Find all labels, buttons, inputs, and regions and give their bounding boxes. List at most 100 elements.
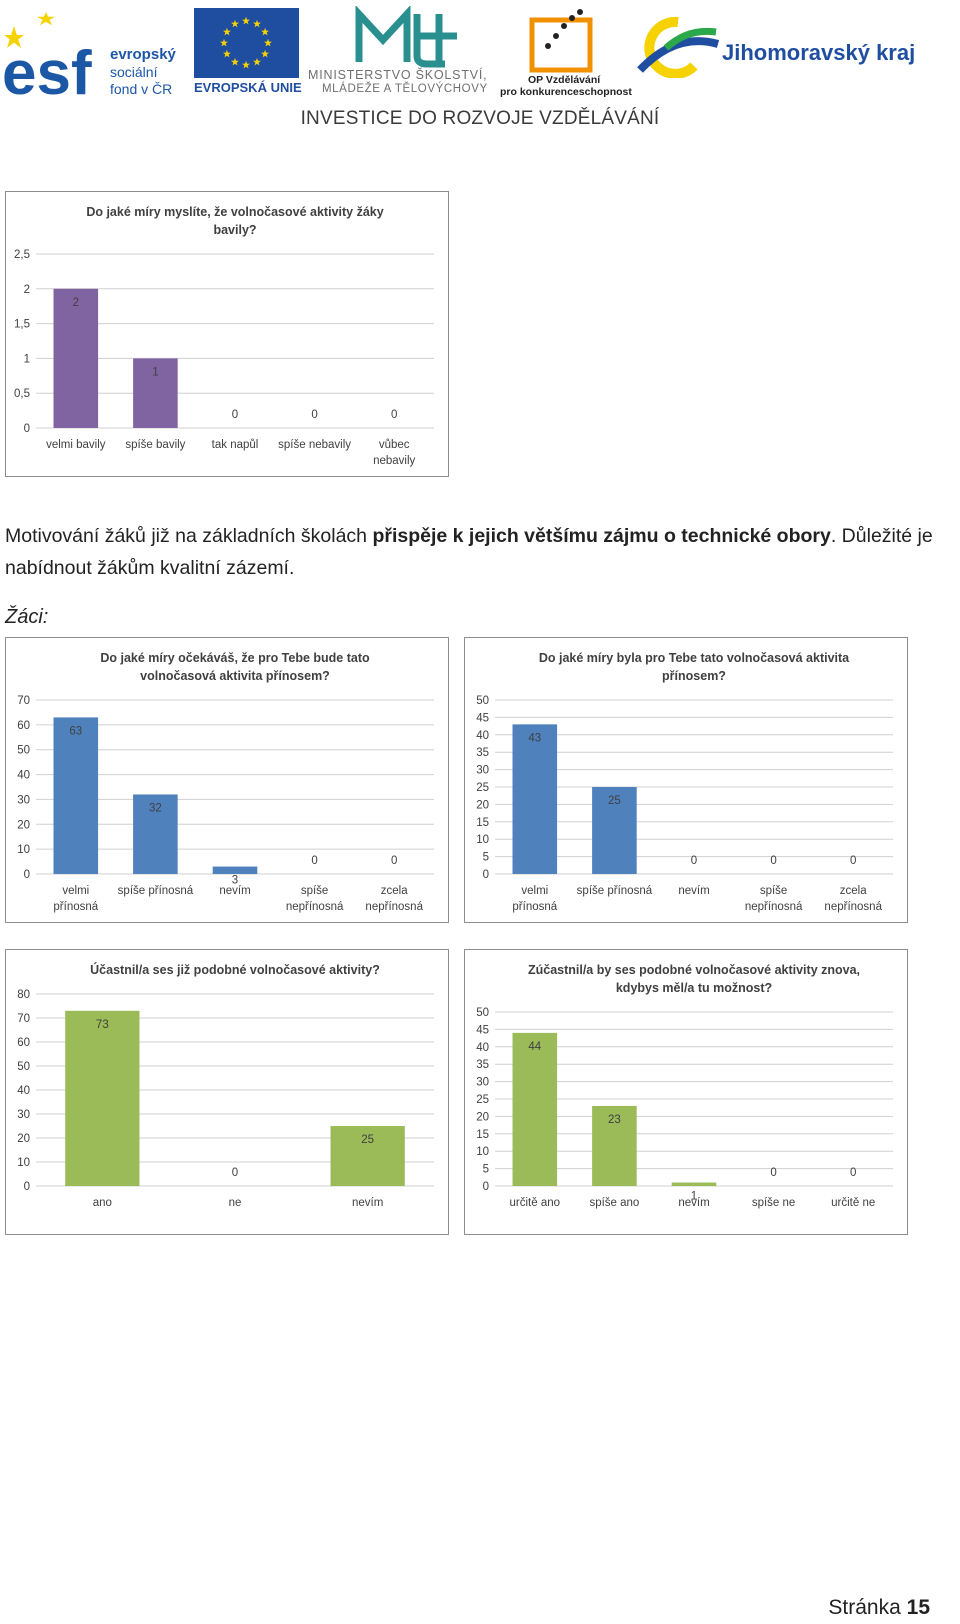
y-tick-label: 50 <box>17 1061 30 1073</box>
x-category-label: zcela <box>381 885 408 897</box>
bar-value-label: 0 <box>391 409 397 421</box>
bar-value-label: 0 <box>311 409 317 421</box>
x-category-label: spíše <box>301 885 329 897</box>
y-tick-label: 70 <box>17 695 30 707</box>
paragraph-part1: Motivování žáků již na základních školác… <box>5 525 373 547</box>
y-tick-label: 45 <box>476 712 489 724</box>
chart-title: bavily? <box>213 223 256 237</box>
bar-value-label: 44 <box>528 1041 541 1053</box>
x-category-label: nevím <box>678 885 709 897</box>
x-category-label: velmi <box>521 885 548 897</box>
chart-bar <box>133 794 178 874</box>
eu-logo: EVROPSKÁ UNIE <box>194 8 302 100</box>
eu-star-icon <box>220 38 228 47</box>
eu-star-icon <box>231 19 239 28</box>
y-tick-label: 0 <box>24 423 30 435</box>
chart-title: Účastnil/a ses již podobné volnočasové a… <box>90 962 380 977</box>
x-category-label: přínosná <box>53 901 98 913</box>
page-footer: Stránka 15 <box>828 1596 930 1620</box>
x-category-label: spíše bavily <box>125 439 185 451</box>
y-tick-label: 10 <box>17 1157 30 1169</box>
op-line1: OP Vzdělávání <box>528 74 601 86</box>
y-tick-label: 1 <box>24 353 30 365</box>
y-tick-label: 50 <box>476 1007 489 1019</box>
y-tick-label: 40 <box>476 1042 489 1054</box>
x-category-label: zcela <box>840 885 867 897</box>
chart-title: kdybys měl/a tu možnost? <box>616 981 772 995</box>
y-tick-label: 40 <box>476 730 489 742</box>
chart-participated: Účastnil/a ses již podobné volnočasové a… <box>5 949 449 1235</box>
chart-title: přínosem? <box>662 669 726 683</box>
bar-value-label: 43 <box>528 732 541 744</box>
students-label: Žáci: <box>5 606 49 628</box>
bar-value-label: 73 <box>96 1019 109 1031</box>
bar-value-label: 0 <box>232 409 238 421</box>
paragraph-bold: přispěje k jejich většímu zájmu o techni… <box>372 525 831 547</box>
eu-star-icon <box>261 49 269 58</box>
y-tick-label: 50 <box>476 695 489 707</box>
x-category-label: velmi bavily <box>46 439 106 451</box>
bar-value-label: 63 <box>69 725 82 737</box>
x-category-label: spíše přínosná <box>577 885 653 897</box>
chart-title: volnočasová aktivita přínosem? <box>140 669 330 683</box>
kraj-mark-icon <box>637 16 720 79</box>
chart-actual-benefit: Do jaké míry byla pro Tebe tato volnočas… <box>464 637 908 923</box>
x-category-label: nevím <box>678 1197 709 1209</box>
kraj-label: Jihomoravský kraj <box>722 40 916 65</box>
y-tick-label: 10 <box>17 844 30 856</box>
y-tick-label: 15 <box>476 817 489 829</box>
motivation-paragraph: Motivování žáků již na základních školác… <box>5 520 955 584</box>
y-tick-label: 2,5 <box>14 249 30 261</box>
bar-value-label: 3 <box>232 875 238 887</box>
y-tick-label: 20 <box>476 1111 489 1123</box>
x-category-label: přínosná <box>512 901 557 913</box>
bar-value-label: 0 <box>232 1167 238 1179</box>
y-tick-label: 25 <box>476 1094 489 1106</box>
chart-bar <box>65 1010 140 1186</box>
esf-mark-icon: esf <box>2 12 92 108</box>
y-tick-label: 40 <box>17 770 30 782</box>
chart-bar <box>330 1126 405 1186</box>
bar-value-label: 0 <box>691 855 697 867</box>
y-tick-label: 25 <box>476 782 489 794</box>
chart-bar <box>53 288 99 428</box>
y-tick-label: 30 <box>17 1109 30 1121</box>
chart-svg: Zúčastnil/a by ses podobné volnočasové a… <box>476 963 893 1209</box>
esf-letters: esf <box>2 39 92 100</box>
chart-enjoyment: Do jaké míry myslíte, že volnočasové akt… <box>5 191 449 477</box>
y-tick-label: 35 <box>476 1059 489 1071</box>
bar-value-label: 1 <box>152 366 158 378</box>
eu-star-icon <box>242 60 250 69</box>
chart-svg: Do jaké míry očekáváš, že pro Tebe bude … <box>17 651 434 913</box>
bar-value-label: 23 <box>608 1114 621 1126</box>
msmt-mark-icon <box>355 6 457 68</box>
x-category-label: ne <box>229 1197 242 1209</box>
bar-value-label: 0 <box>391 855 397 867</box>
y-tick-label: 5 <box>483 852 489 864</box>
x-category-label: určitě ano <box>510 1197 561 1209</box>
bar-value-label: 1 <box>691 1191 697 1203</box>
x-category-label: nepřínosná <box>365 901 423 913</box>
chart-title: Do jaké míry byla pro Tebe tato volnočas… <box>539 651 850 665</box>
x-category-label: spíše ano <box>589 1197 639 1209</box>
y-tick-label: 10 <box>476 834 489 846</box>
y-tick-label: 30 <box>476 765 489 777</box>
y-tick-label: 0,5 <box>14 388 30 400</box>
y-tick-label: 20 <box>17 819 30 831</box>
x-category-label: určitě ne <box>831 1197 875 1209</box>
bar-value-label: 32 <box>149 802 162 814</box>
y-tick-label: 35 <box>476 747 489 759</box>
y-tick-label: 80 <box>17 989 30 1001</box>
x-category-label: spíše přínosná <box>118 885 194 897</box>
header-banner: INVESTICE DO ROZVOJE VZDĚLÁVÁNÍ <box>300 108 660 129</box>
y-tick-label: 15 <box>476 1129 489 1141</box>
eu-star-icon <box>264 38 272 47</box>
x-category-label: spíše nebavily <box>278 439 351 451</box>
chart-bar <box>671 1182 717 1186</box>
bar-value-label: 0 <box>850 855 856 867</box>
op-line2: pro konkurenceschopnost <box>500 86 632 98</box>
x-category-label: ano <box>93 1197 112 1209</box>
bar-value-label: 2 <box>73 297 79 309</box>
y-tick-label: 0 <box>483 869 489 881</box>
y-tick-label: 5 <box>483 1164 489 1176</box>
